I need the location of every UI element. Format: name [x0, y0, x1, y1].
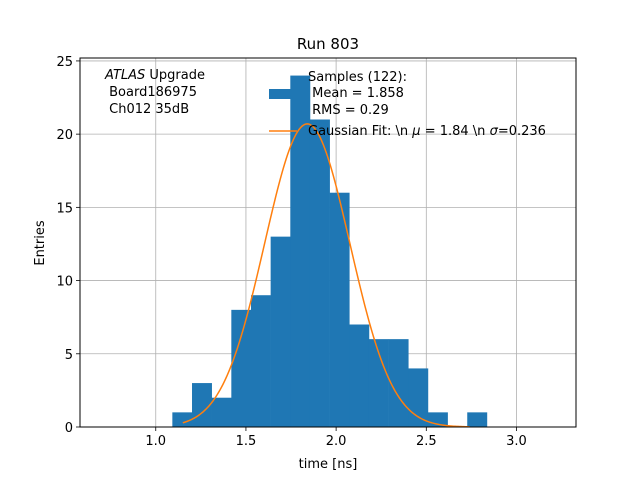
- plot-frame: [79, 57, 577, 428]
- y-axis-label: Entries: [33, 220, 48, 266]
- x-tick-label: 2.0: [326, 434, 347, 449]
- histogram-bar: [349, 324, 370, 427]
- y-axis-ticks: 0 5 10 15 20 25: [56, 55, 80, 436]
- histogram-bar: [309, 119, 330, 427]
- x-tick-label: 1.0: [145, 434, 166, 449]
- annotation-line-3: Ch012 35dB: [105, 102, 189, 117]
- histogram-bar: [467, 412, 488, 427]
- annotation-line-2: Board186975: [105, 85, 197, 100]
- x-axis-label: time [ns]: [299, 457, 358, 472]
- histogram-bar: [211, 397, 232, 427]
- x-tick-label: 1.5: [236, 434, 257, 449]
- y-tick-label: 0: [65, 421, 73, 436]
- y-tick-label: 15: [56, 201, 73, 216]
- histogram-bar: [368, 339, 389, 427]
- y-tick-label: 20: [56, 128, 73, 143]
- histogram-bar: [329, 192, 350, 427]
- gaussian-fit-curve: [182, 123, 470, 428]
- annotation-line-1: ATLAS Upgrade: [104, 68, 205, 83]
- chart-title: Run 803: [297, 35, 359, 53]
- legend-histogram-swatch: [269, 89, 297, 99]
- x-tick-label: 2.5: [416, 434, 437, 449]
- x-tick-label: 3.0: [506, 434, 527, 449]
- legend-histogram-line-2: Mean = 1.858: [308, 86, 404, 101]
- histogram-bar: [270, 236, 291, 427]
- legend-fit-label: Gaussian Fit: \n μ = 1.84 \n σ=0.236: [308, 124, 546, 139]
- legend-histogram-line-1: Samples (122):: [308, 70, 407, 85]
- y-tick-label: 25: [56, 55, 73, 70]
- histogram-bar: [172, 412, 193, 427]
- histogram-bar: [250, 295, 271, 427]
- x-axis-ticks: 1.0 1.5 2.0 2.5 3.0: [145, 427, 527, 449]
- y-tick-label: 5: [65, 348, 73, 363]
- legend: Samples (122): Mean = 1.858 RMS = 0.29 G…: [269, 70, 546, 139]
- histogram-bar: [388, 339, 409, 427]
- y-tick-label: 10: [56, 275, 73, 290]
- atlas-annotation: ATLAS Upgrade Board186975 Ch012 35dB: [104, 68, 205, 117]
- histogram-bar: [290, 75, 311, 428]
- histogram-bar: [408, 368, 429, 427]
- histogram-bar: [231, 309, 252, 427]
- legend-histogram-line-3: RMS = 0.29: [308, 103, 389, 118]
